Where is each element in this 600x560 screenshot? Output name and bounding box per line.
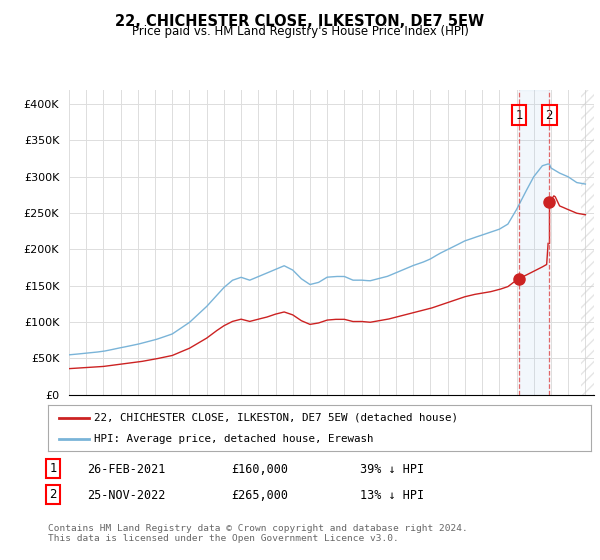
Text: 22, CHICHESTER CLOSE, ILKESTON, DE7 5EW: 22, CHICHESTER CLOSE, ILKESTON, DE7 5EW <box>115 14 485 29</box>
Text: 22, CHICHESTER CLOSE, ILKESTON, DE7 5EW (detached house): 22, CHICHESTER CLOSE, ILKESTON, DE7 5EW … <box>94 413 458 423</box>
Text: 2: 2 <box>545 109 553 122</box>
Text: Price paid vs. HM Land Registry's House Price Index (HPI): Price paid vs. HM Land Registry's House … <box>131 25 469 38</box>
Text: £265,000: £265,000 <box>231 489 288 502</box>
Bar <box>519 90 549 395</box>
Text: Contains HM Land Registry data © Crown copyright and database right 2024.
This d: Contains HM Land Registry data © Crown c… <box>48 524 468 543</box>
Text: 1: 1 <box>515 109 523 122</box>
Text: 13% ↓ HPI: 13% ↓ HPI <box>360 489 424 502</box>
Text: £160,000: £160,000 <box>231 463 288 476</box>
Text: HPI: Average price, detached house, Erewash: HPI: Average price, detached house, Erew… <box>94 435 374 444</box>
Text: 2: 2 <box>49 488 57 501</box>
Bar <box>581 90 598 395</box>
Text: 26-FEB-2021: 26-FEB-2021 <box>87 463 166 476</box>
Bar <box>549 90 594 395</box>
Text: 1: 1 <box>49 462 57 475</box>
Text: 39% ↓ HPI: 39% ↓ HPI <box>360 463 424 476</box>
Text: 25-NOV-2022: 25-NOV-2022 <box>87 489 166 502</box>
